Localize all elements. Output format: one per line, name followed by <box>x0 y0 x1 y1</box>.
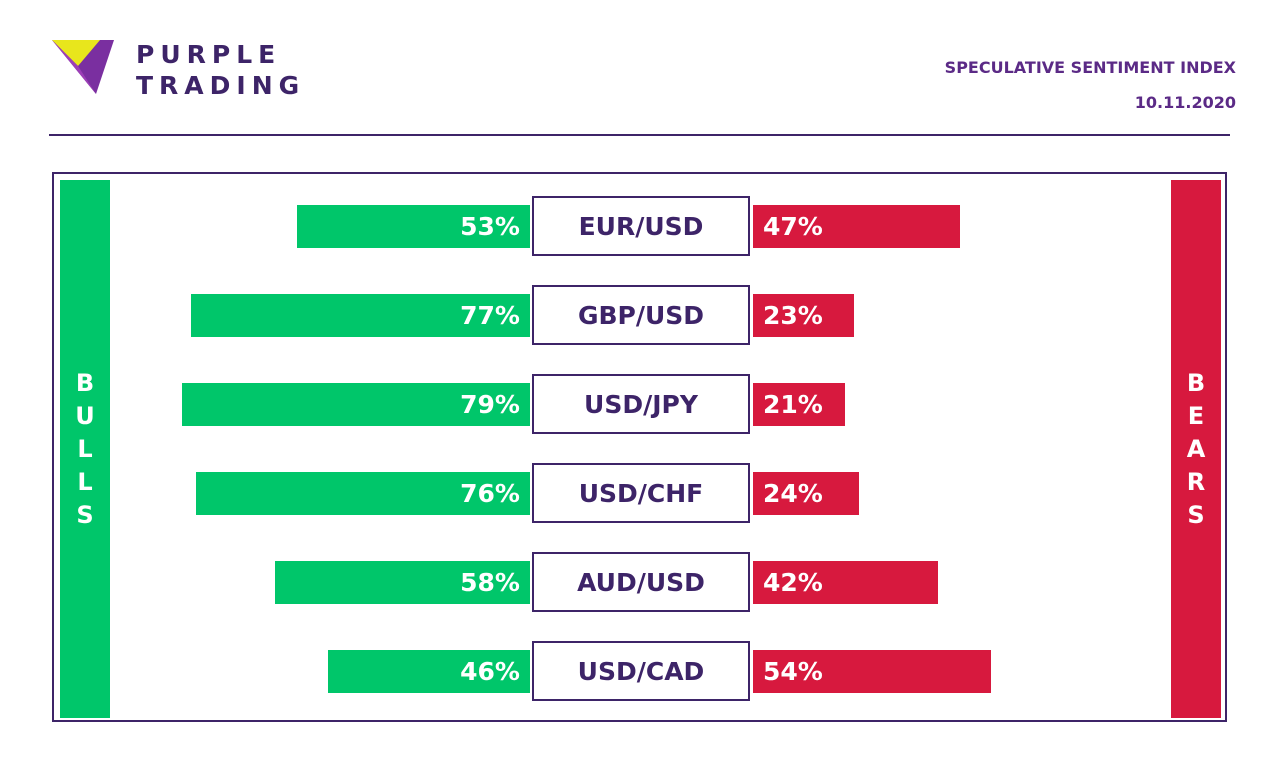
bulls-sidebar: B U L L S <box>60 180 110 718</box>
bears-label: B E A R S <box>1186 368 1206 529</box>
currency-pair-label: GBP/USD <box>532 285 750 345</box>
bear-bar-gbp-usd: 23% <box>753 293 855 337</box>
brand-name-line2: TRADING <box>136 71 306 100</box>
bear-bar-aud-usd: 42% <box>753 560 938 604</box>
currency-pair-label: AUD/USD <box>532 552 750 612</box>
currency-pair-label: USD/CHF <box>532 463 750 523</box>
bull-bar-usd-jpy: 79% <box>182 382 530 426</box>
report-title: SPECULATIVE SENTIMENT INDEX <box>944 58 1236 77</box>
bear-bar-eur-usd: 47% <box>753 204 960 248</box>
bull-bar-eur-usd: 53% <box>296 204 530 248</box>
header-divider <box>49 134 1230 136</box>
bull-bar-aud-usd: 58% <box>274 560 530 604</box>
bear-bar-usd-cad: 54% <box>753 649 991 693</box>
currency-pair-label: EUR/USD <box>532 196 750 256</box>
bull-bar-usd-chf: 76% <box>195 471 530 515</box>
bulls-label: B U L L S <box>75 368 95 529</box>
bears-sidebar: B E A R S <box>1171 180 1221 718</box>
report-date: 10.11.2020 <box>1134 93 1236 112</box>
brand-name-line1: PURPLE <box>136 40 282 69</box>
currency-pair-label: USD/CAD <box>532 641 750 701</box>
currency-pair-label: USD/JPY <box>532 374 750 434</box>
bull-bar-usd-cad: 46% <box>327 649 530 693</box>
bear-bar-usd-jpy: 21% <box>753 382 846 426</box>
bear-bar-usd-chf: 24% <box>753 471 859 515</box>
bull-bar-gbp-usd: 77% <box>191 293 530 337</box>
chart-frame <box>52 172 1227 722</box>
purple-trading-logo <box>52 40 114 94</box>
